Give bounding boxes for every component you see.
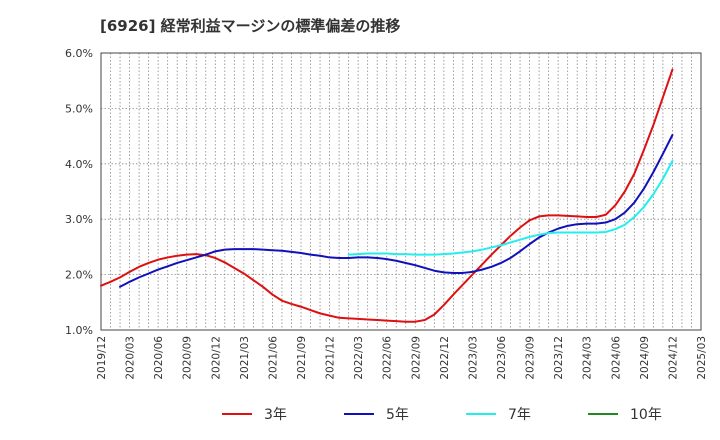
x-tick-label: 2022/09 [410,336,422,380]
x-tick-label: 2021/03 [239,336,251,380]
series-lines [100,68,674,323]
legend-label: 3年 [264,407,287,423]
x-tick-label: 2020/06 [153,336,165,380]
x-tick-label: 2025/03 [696,336,708,380]
y-tick-label: 1.0% [65,324,93,337]
x-tick-label: 2021/06 [267,336,279,380]
grid [101,53,701,330]
x-tick-label: 2024/09 [639,336,651,380]
x-tick-label: 2022/06 [382,336,394,380]
x-tick-label: 2024/03 [582,336,594,380]
x-tick-label: 2023/03 [467,336,479,380]
legend-label: 5年 [386,407,409,423]
series-line-3年 [100,68,674,323]
x-tick-label: 2023/09 [525,336,537,380]
x-tick-label: 2020/12 [210,336,222,380]
legend-label: 7年 [508,407,531,423]
y-tick-label: 3.0% [65,213,93,226]
series-line-7年 [347,160,674,256]
y-tick-label: 2.0% [65,269,93,282]
legend: 3年 5年 7年 10年 [222,407,662,423]
y-tick-label: 4.0% [65,158,93,171]
x-tick-label: 2024/12 [667,336,679,380]
y-tick-label: 6.0% [65,47,93,60]
x-tick-label: 2021/09 [296,336,308,380]
y-tick-label: 5.0% [65,102,93,115]
chart-title: [6926] 経常利益マージンの標準偏差の推移 [100,17,400,35]
x-tick-label: 2022/03 [353,336,365,380]
legend-label: 10年 [630,407,662,423]
x-tick-label: 2023/12 [553,336,565,380]
x-tick-label: 2021/12 [325,336,337,380]
x-tick-label: 2019/12 [96,336,108,380]
series-line-5年 [119,133,674,288]
y-axis: 1.0% 2.0% 3.0% 4.0% 5.0% 6.0% [65,47,93,337]
x-axis: 2019/12 2020/03 2020/06 2020/09 2020/12 2021/… [96,336,708,380]
plot-frame [100,52,702,331]
x-tick-label: 2020/09 [182,336,194,380]
x-tick-label: 2020/03 [125,336,137,380]
x-tick-label: 2024/06 [610,336,622,380]
x-tick-label: 2023/06 [496,336,508,380]
x-tick-label: 2022/12 [439,336,451,380]
